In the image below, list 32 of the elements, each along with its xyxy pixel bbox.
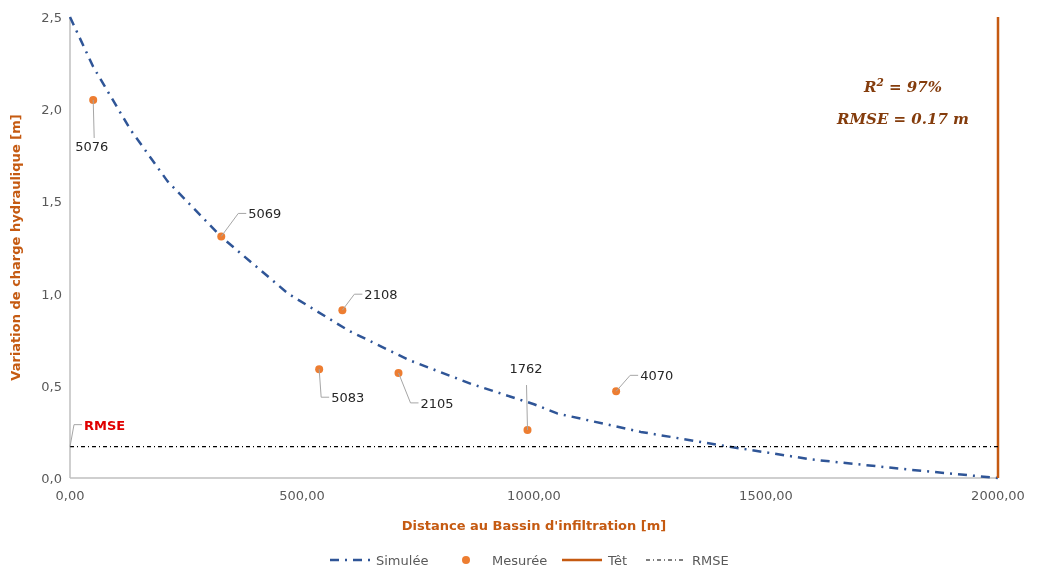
y-tick-label: 2,5: [41, 10, 62, 25]
point: [315, 365, 324, 374]
y-tick-label: 1,0: [41, 286, 62, 302]
y-tick-label: 2,0: [41, 102, 62, 118]
point: [89, 95, 98, 104]
legend-label: Simulée: [376, 553, 429, 568]
line-series: [68, 15, 1000, 480]
annotation: 5083: [331, 390, 365, 406]
annotation: 4070: [640, 368, 674, 384]
y-tick-label: 0,5: [41, 378, 62, 394]
x-tick-label: 0,00: [55, 488, 85, 503]
annotation: 1762: [509, 361, 543, 377]
x-tick-label: 2000,00: [971, 488, 1025, 503]
annotation: 5069: [248, 206, 282, 222]
x-tick-label: 1500,00: [739, 488, 793, 503]
annotation: RMSE = 0.17 m: [836, 110, 969, 128]
y-tick-label: 1,5: [41, 194, 62, 210]
point: [338, 306, 347, 315]
y-tick-label: 0,0: [41, 471, 62, 486]
x-tick-label: 500,00: [279, 488, 325, 503]
annotation: 2105: [420, 395, 454, 411]
legend-label: Mesurée: [492, 553, 548, 568]
point: [523, 426, 532, 435]
x-axis-title: Distance au Bassin d'infiltration [m]: [401, 518, 667, 533]
annotation: R$^{2}$ = 97%: [863, 76, 942, 96]
annotation: 5076: [75, 138, 109, 154]
y-axis-title: Variation de charge hydraulique [m]: [8, 114, 23, 381]
legend-label: RMSE: [692, 553, 729, 568]
legend-label: Têt: [607, 553, 628, 568]
annotation: 2108: [364, 287, 398, 303]
annotation: RMSE: [84, 417, 126, 433]
x-tick-label: 1000,00: [507, 488, 561, 503]
